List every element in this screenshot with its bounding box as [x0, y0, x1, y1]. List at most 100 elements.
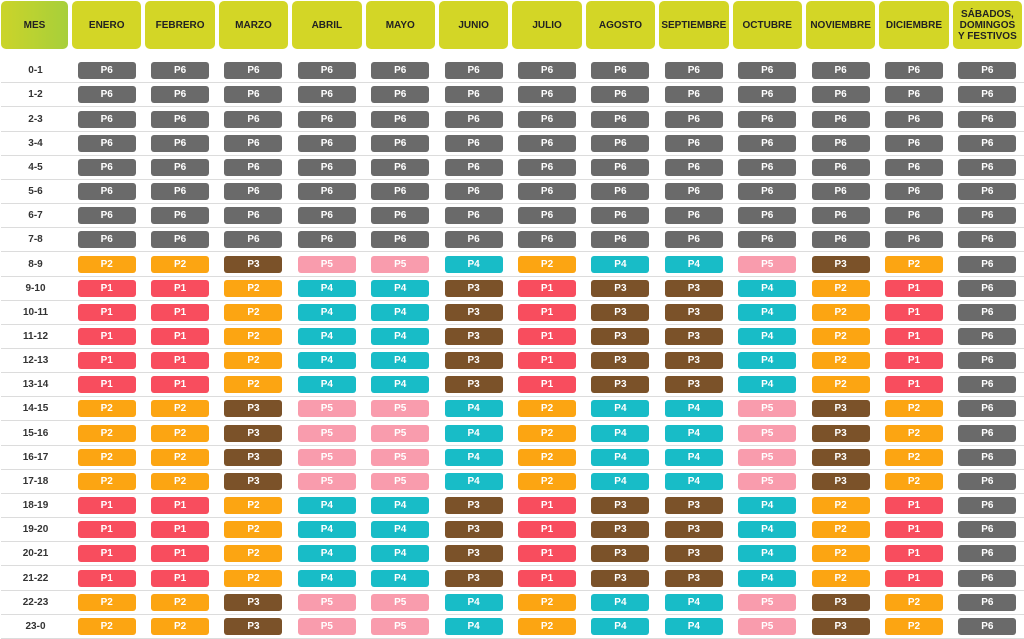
period-badge: P6: [884, 158, 943, 176]
period-cell: P4: [657, 397, 731, 422]
period-cell: P6: [950, 422, 1024, 446]
period-cell: P6: [363, 228, 437, 253]
period-badge: P6: [958, 472, 1017, 490]
period-cell: P1: [70, 542, 144, 567]
period-badge: P3: [811, 400, 870, 418]
period-badge: P6: [884, 207, 943, 225]
period-badge: P2: [151, 617, 210, 635]
period-badge: P6: [958, 134, 1017, 152]
period-badge: P6: [738, 207, 797, 225]
period-cell: P6: [363, 204, 437, 229]
period-badge: P4: [297, 352, 356, 370]
period-badge: P1: [77, 569, 136, 587]
period-cell: P3: [436, 494, 511, 519]
period-cell: P2: [510, 615, 584, 639]
period-cell: P6: [950, 301, 1024, 325]
period-badge: P4: [444, 617, 503, 635]
period-badge: P6: [151, 134, 210, 152]
period-cell: P6: [510, 204, 584, 229]
period-badge: P6: [811, 110, 870, 128]
header-mes: MES: [1, 1, 68, 49]
period-cell: P6: [950, 277, 1024, 301]
period-badge: P3: [444, 303, 503, 321]
period-cell: P6: [657, 228, 731, 253]
period-cell: P1: [510, 301, 584, 325]
period-badge: P4: [738, 279, 797, 297]
period-badge: P6: [958, 352, 1017, 370]
period-badge: P2: [77, 617, 136, 635]
period-cell: P2: [877, 615, 951, 639]
period-badge: P6: [297, 134, 356, 152]
period-badge: P6: [297, 158, 356, 176]
period-cell: P2: [216, 325, 291, 349]
period-cell: P2: [803, 542, 878, 567]
period-cell: P6: [216, 59, 291, 84]
period-cell: P6: [70, 180, 144, 205]
period-cell: P4: [290, 542, 364, 567]
period-badge: P1: [518, 352, 577, 370]
hour-label: 6-7: [1, 204, 70, 229]
period-cell: P4: [290, 567, 364, 591]
period-cell: P2: [803, 349, 878, 374]
period-cell: P6: [510, 108, 584, 132]
period-cell: P4: [657, 253, 731, 277]
period-badge: P6: [811, 183, 870, 201]
period-badge: P4: [738, 497, 797, 515]
period-cell: P1: [877, 542, 951, 567]
period-cell: P3: [583, 277, 658, 301]
period-cell: P4: [730, 518, 804, 543]
period-cell: P6: [583, 156, 658, 180]
period-cell: P4: [290, 494, 364, 519]
hour-label: 1-2: [1, 83, 70, 108]
period-badge: P5: [738, 424, 797, 442]
period-cell: P6: [730, 83, 804, 108]
period-cell: P6: [216, 228, 291, 253]
period-badge: P1: [884, 376, 943, 394]
period-badge: P6: [591, 62, 650, 80]
period-cell: P2: [70, 253, 144, 277]
period-badge: P3: [591, 569, 650, 587]
hour-label: 21-22: [1, 567, 70, 591]
period-badge: P6: [518, 207, 577, 225]
period-badge: P4: [664, 255, 723, 273]
period-cell: P6: [436, 204, 511, 229]
period-badge: P3: [224, 448, 283, 466]
period-badge: P3: [811, 472, 870, 490]
period-badge: P1: [77, 327, 136, 345]
period-badge: P6: [811, 86, 870, 104]
period-cell: P6: [950, 567, 1024, 591]
period-cell: P6: [950, 156, 1024, 180]
period-badge: P2: [151, 448, 210, 466]
period-cell: P6: [510, 132, 584, 156]
period-badge: P3: [811, 448, 870, 466]
period-badge: P6: [151, 158, 210, 176]
period-cell: P6: [70, 228, 144, 253]
period-cell: P4: [290, 373, 364, 398]
period-cell: P1: [877, 373, 951, 398]
period-cell: P4: [730, 567, 804, 591]
period-badge: P3: [591, 303, 650, 321]
period-badge: P2: [151, 255, 210, 273]
period-badge: P1: [151, 327, 210, 345]
period-badge: P1: [518, 497, 577, 515]
period-badge: P5: [297, 424, 356, 442]
period-cell: P6: [363, 132, 437, 156]
period-cell: P1: [877, 518, 951, 543]
period-badge: P4: [444, 400, 503, 418]
header-month-enero: ENERO: [72, 1, 142, 49]
period-cell: P6: [877, 59, 951, 84]
period-badge: P3: [591, 545, 650, 563]
period-cell: P6: [436, 228, 511, 253]
period-badge: P1: [77, 521, 136, 539]
period-cell: P3: [657, 494, 731, 519]
period-cell: P2: [803, 301, 878, 325]
period-badge: P1: [151, 352, 210, 370]
hour-label: 16-17: [1, 446, 70, 470]
period-badge: P2: [811, 521, 870, 539]
period-badge: P2: [884, 593, 943, 611]
period-badge: P6: [958, 521, 1017, 539]
period-cell: P1: [510, 494, 584, 519]
period-badge: P1: [151, 521, 210, 539]
period-badge: P6: [77, 207, 136, 225]
period-cell: P6: [950, 446, 1024, 470]
